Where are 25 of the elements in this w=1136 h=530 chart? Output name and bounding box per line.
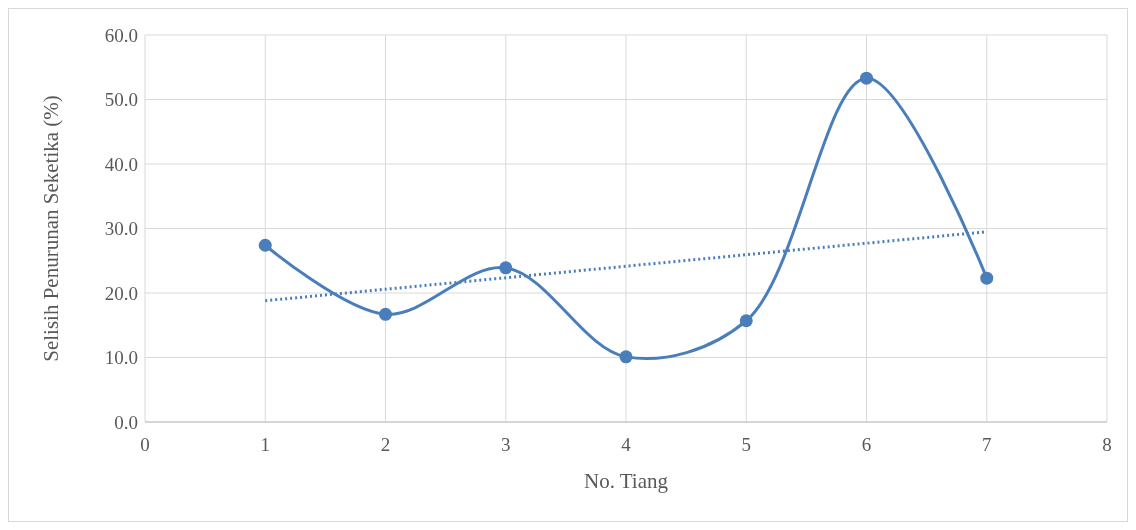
point	[499, 261, 513, 275]
y-tick-label: 60.0	[104, 24, 138, 46]
y-tick-label: 40.0	[104, 153, 138, 175]
y-tick-label: 30.0	[104, 218, 138, 240]
x-tick-label: 1	[260, 433, 270, 455]
x-tick-label: 6	[861, 433, 872, 455]
x-tick-label: 7	[982, 433, 992, 455]
x-tick-label: 8	[1102, 433, 1112, 455]
point	[619, 350, 633, 364]
y-tick-label: 10.0	[104, 347, 138, 369]
y-axis-title: Selisih Penurunan Seketika (%)	[39, 95, 63, 362]
x-tick-label: 5	[741, 433, 751, 455]
point	[379, 307, 392, 321]
x-tick-label: 2	[380, 433, 391, 455]
x-tick-label: 0	[140, 433, 150, 455]
x-tick-label: 3	[501, 433, 511, 455]
y-tick-label: 20.0	[104, 282, 138, 304]
x-axis-title: No. Tiang	[583, 469, 669, 493]
y-tick-label: 0.0	[114, 411, 138, 433]
y-tick-label: 50.0	[104, 89, 138, 111]
point	[739, 314, 753, 328]
x-tick-label: 4	[621, 433, 632, 455]
point	[860, 71, 873, 85]
point	[980, 271, 994, 285]
point	[258, 238, 272, 252]
